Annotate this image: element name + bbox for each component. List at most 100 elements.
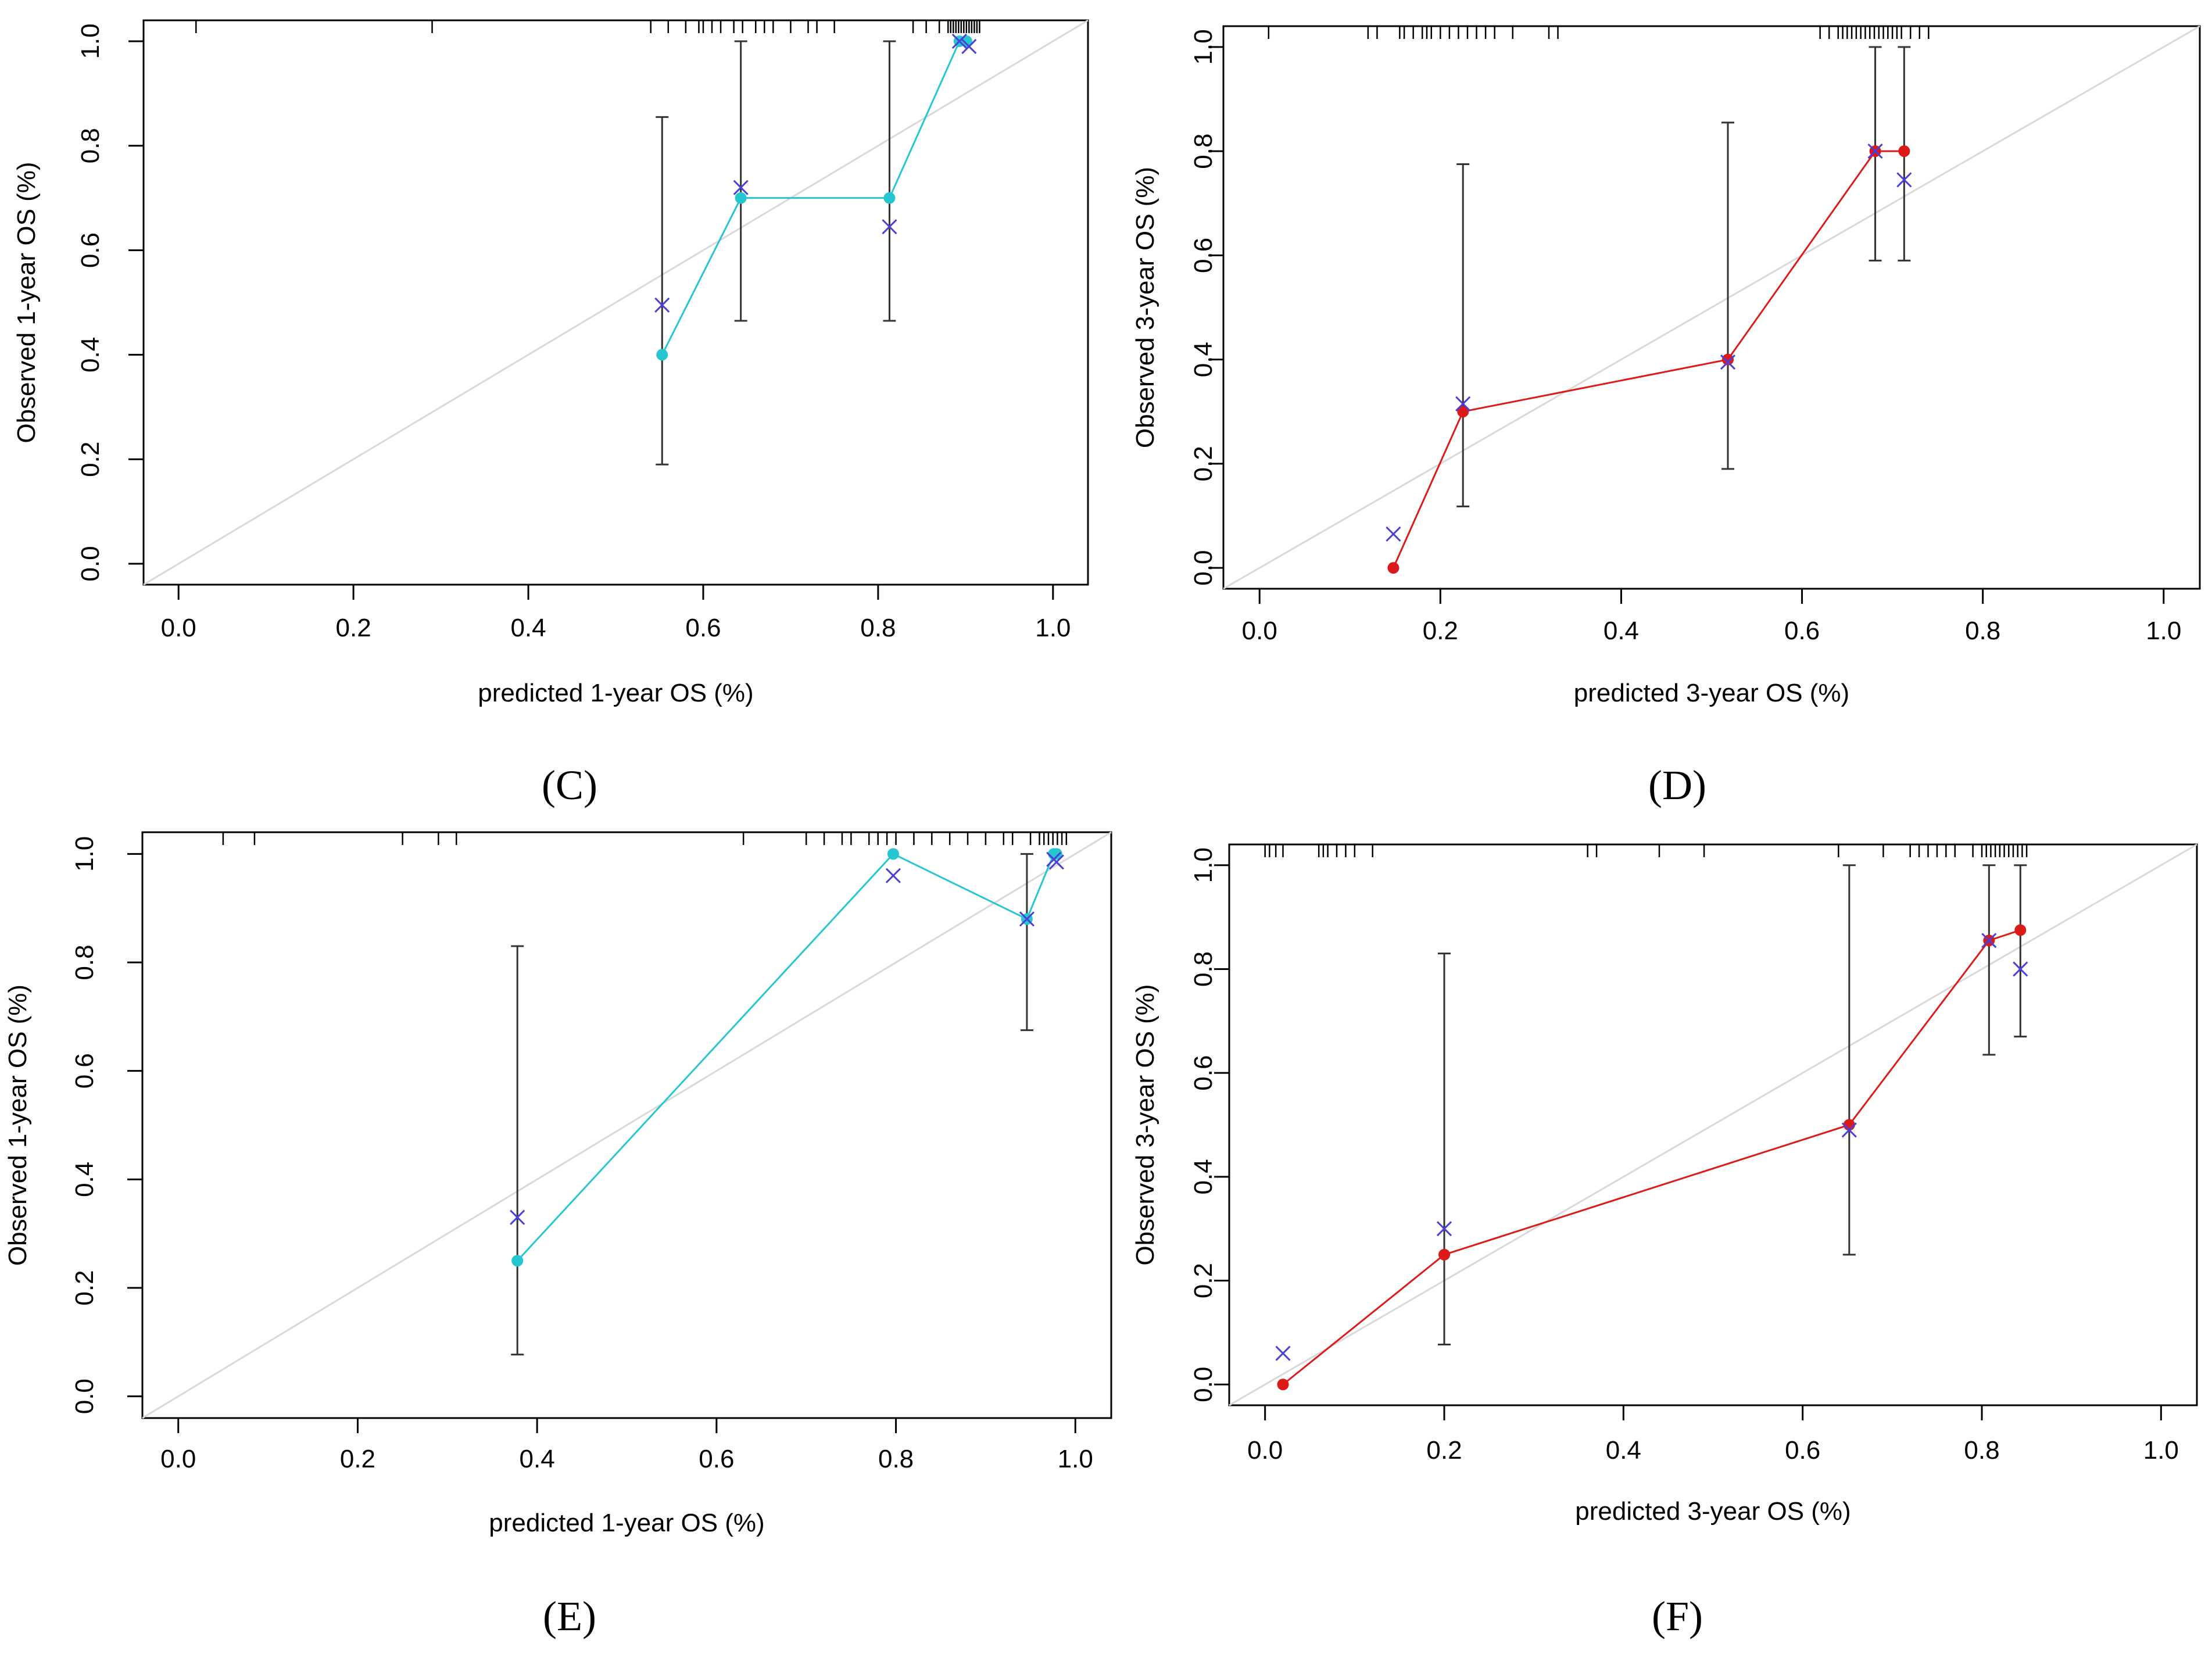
observed-point <box>1387 562 1399 574</box>
y-axis-title: Observed 1-year OS (%) <box>12 162 41 443</box>
reference-diagonal-line <box>1229 843 2197 1406</box>
observed-point <box>1898 145 1910 157</box>
plot-frame <box>1222 25 2201 590</box>
x-tick-label: 1.0 <box>1035 614 1071 642</box>
plot-frame <box>1228 843 2198 1406</box>
bias-corrected-marker <box>951 33 967 49</box>
bias-corrected-marker <box>2013 961 2028 977</box>
bias-corrected-marker <box>1436 1221 1452 1237</box>
reference-diagonal-line <box>1223 25 2200 590</box>
bias-corrected-marker <box>1386 526 1401 542</box>
bias-corrected-marker <box>1048 854 1064 870</box>
cross-stroke <box>1841 1122 1857 1138</box>
x-tick-label: 0.2 <box>1423 617 1458 645</box>
cross-stroke <box>1019 911 1035 927</box>
y-tick-label: 0.8 <box>1189 134 1218 169</box>
y-tick-label: 0.2 <box>76 442 105 477</box>
observed-point <box>1438 1248 1450 1261</box>
y-axis-title: Observed 3-year OS (%) <box>1131 167 1159 448</box>
cross-stroke <box>733 180 749 195</box>
bias-corrected-marker <box>885 868 901 883</box>
cross-stroke <box>1720 355 1736 370</box>
y-tick-label: 0.8 <box>1189 951 1218 987</box>
plot-frame <box>142 19 1089 586</box>
y-tick-label: 1.0 <box>1189 29 1218 65</box>
y-axis-title: Observed 3-year OS (%) <box>1131 984 1159 1265</box>
observed-series-line <box>661 40 967 356</box>
x-axis-title: predicted 3-year OS (%) <box>1575 1497 1851 1526</box>
x-tick-label: 0.0 <box>160 1445 196 1473</box>
bias-corrected-marker <box>1720 355 1736 370</box>
x-axis-title: predicted 1-year OS (%) <box>489 1509 764 1537</box>
y-tick-label: 0.4 <box>1189 342 1218 377</box>
cross-stroke <box>1981 933 1997 948</box>
y-tick-label: 0.6 <box>76 232 105 268</box>
cross-stroke <box>1867 144 1883 159</box>
y-tick-label: 0.0 <box>1189 1367 1218 1402</box>
x-tick-label: 1.0 <box>1058 1445 1093 1473</box>
observed-point <box>1050 848 1062 860</box>
x-tick-label: 0.8 <box>878 1445 914 1473</box>
bias-corrected-marker <box>733 180 749 195</box>
observed-point <box>1277 1379 1289 1391</box>
reference-diagonal-line <box>143 19 1089 586</box>
x-tick-label: 0.6 <box>1785 1436 1820 1465</box>
y-tick-label: 0.0 <box>76 546 105 581</box>
x-tick-label: 0.6 <box>699 1445 734 1473</box>
observed-point <box>1722 353 1734 366</box>
bias-corrected-marker <box>1867 144 1883 159</box>
x-tick-label: 0.6 <box>685 614 721 642</box>
observed-point <box>883 192 896 204</box>
plot-frame <box>141 831 1112 1419</box>
y-tick-label: 0.8 <box>76 128 105 163</box>
cross-stroke <box>654 297 670 313</box>
x-tick-label: 0.8 <box>1965 617 2000 645</box>
x-tick-label: 0.0 <box>1242 617 1277 645</box>
bias-corrected-marker <box>654 297 670 313</box>
observed-series-line <box>1282 929 2021 1386</box>
observed-point <box>1457 406 1469 418</box>
bias-corrected-marker <box>961 38 977 55</box>
cross-stroke <box>1455 396 1471 411</box>
y-tick-label: 1.0 <box>1189 847 1218 883</box>
y-tick-label: 0.0 <box>70 1379 99 1414</box>
bias-corrected-marker <box>1896 172 1912 188</box>
bias-corrected-marker <box>510 1209 525 1225</box>
x-tick-label: 0.8 <box>1964 1436 1999 1465</box>
calibration-chart-d: 0.0 0.2 0.4 0.6 0.8 1.0 0.0 0.2 0.4 0.6 0.8 1.0 pred… <box>1131 25 2201 707</box>
x-tick-label: 0.4 <box>510 614 546 642</box>
cross-stroke <box>1896 172 1912 188</box>
calibration-chart-c: 0.0 0.2 0.4 0.6 0.8 1.0 0.0 0.2 0.4 0.6 0.8 1.0 pred… <box>12 19 1089 707</box>
y-axis-title: Observed 1-year OS (%) <box>3 984 32 1266</box>
cross-stroke <box>885 868 901 883</box>
cross-stroke <box>1048 854 1064 870</box>
y-tick-label: 0.4 <box>76 337 105 373</box>
x-tick-label: 0.2 <box>336 614 371 642</box>
x-axis-title: predicted 1-year OS (%) <box>478 679 753 707</box>
observed-point <box>511 1255 524 1267</box>
y-tick-label: 0.8 <box>70 944 99 980</box>
x-tick-label: 0.8 <box>860 614 896 642</box>
calibration-chart-f: 0.0 0.2 0.4 0.6 0.8 1.0 0.0 0.2 0.4 0.6 0.8 1.0 pred… <box>1131 843 2198 1526</box>
panel-label-f: (F) <box>1652 1593 1703 1639</box>
y-tick-label: 1.0 <box>76 23 105 59</box>
x-tick-label: 0.4 <box>1606 1436 1641 1465</box>
x-tick-label: 0.0 <box>1247 1436 1283 1465</box>
panel-label-c: (C) <box>542 762 597 808</box>
y-tick-label: 0.2 <box>70 1270 99 1305</box>
x-tick-label: 0.2 <box>1426 1436 1462 1465</box>
observed-series-line <box>1393 150 1905 568</box>
observed-point <box>656 349 668 361</box>
y-tick-label: 0.6 <box>70 1053 99 1089</box>
y-tick-label: 1.0 <box>70 836 99 872</box>
observed-point <box>2014 924 2027 936</box>
y-tick-label: 0.2 <box>1189 1263 1218 1298</box>
panel-label-d: (D) <box>1648 762 1706 808</box>
bias-corrected-marker <box>882 219 897 235</box>
cross-stroke <box>882 219 897 235</box>
y-tick-label: 0.4 <box>70 1162 99 1197</box>
cross-stroke <box>1275 1345 1291 1361</box>
y-tick-label: 0.2 <box>1189 446 1218 481</box>
bias-corrected-marker <box>1275 1345 1291 1361</box>
